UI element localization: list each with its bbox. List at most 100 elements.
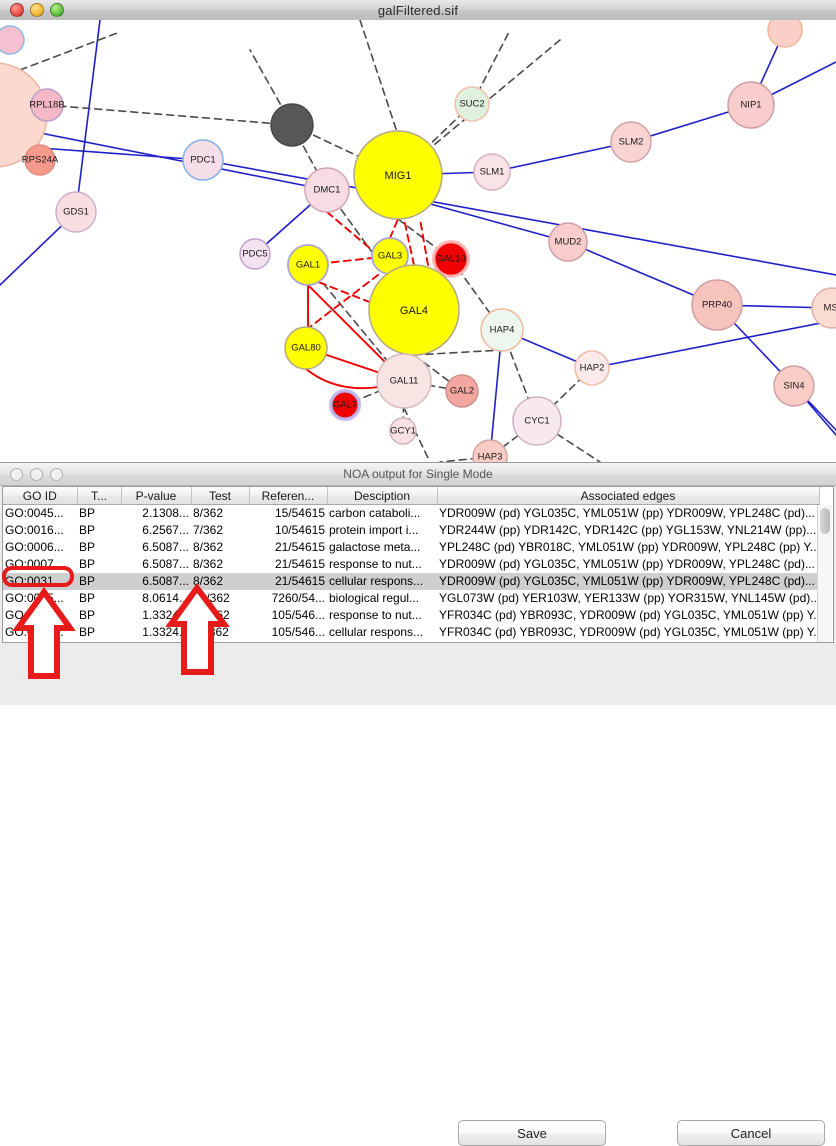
node-GAL80[interactable] — [284, 326, 328, 370]
node-SIN4[interactable] — [773, 365, 815, 407]
table-row[interactable]: GO:0065... BP 8.0614... 94/362 7260/54... bio… — [3, 590, 819, 607]
cell-test: 7/362 — [193, 523, 224, 537]
cell-type: BP — [79, 625, 96, 639]
table-body: GO:0045... BP 2.1308... 8/362 15/54615 carbon… — [3, 505, 819, 643]
node-GAL4[interactable] — [368, 264, 460, 356]
node-MSI[interactable] — [811, 287, 836, 329]
node-SLM2[interactable] — [610, 121, 652, 163]
noa-titlebar: NOA output for Single Mode — [0, 463, 836, 486]
table-row[interactable]: GO:0031... BP 1.3324... 12/362 105/546... res… — [3, 607, 819, 624]
cell-go-id: GO:0031... — [5, 625, 64, 639]
node-SLM1[interactable] — [473, 153, 511, 191]
cell-go-id: GO:0016... — [5, 523, 64, 537]
node-GAL10[interactable] — [434, 242, 468, 276]
node-unlabeled-topright[interactable] — [767, 20, 803, 48]
node-GAL2[interactable] — [445, 374, 479, 408]
cell-go-id: GO:0031... — [5, 608, 64, 622]
cell-go-id: GO:0006... — [5, 540, 64, 554]
node-label-GAL1: GAL1 — [296, 260, 320, 271]
column-header-description[interactable]: Desciption — [327, 487, 438, 505]
column-header-associated-edges[interactable]: Associated edges — [437, 487, 820, 505]
node-DMC1[interactable] — [304, 167, 350, 213]
minimize-window-button[interactable] — [30, 3, 44, 17]
cell-description: response to nut... — [329, 557, 422, 571]
cell-test: 80/362 — [191, 641, 249, 642]
table-row-selected[interactable]: GO:0031... BP 6.5087... 8/362 21/54615 cellul… — [3, 573, 819, 590]
cell-reference: 7260/54... — [271, 591, 325, 605]
results-table-container[interactable]: GO ID T... P-value Test Referen... Desci… — [2, 486, 834, 643]
cell-edges: YDR009W (pd) YGL035C, YML051W (pp) YDR00… — [439, 506, 815, 520]
column-header-test[interactable]: Test — [191, 487, 250, 505]
column-header-reference[interactable]: Referen... — [249, 487, 328, 505]
node-label-GAL11: GAL11 — [390, 376, 419, 387]
node-HAP4[interactable] — [480, 308, 524, 352]
node-unlabeled-topleft[interactable] — [0, 25, 25, 55]
node-MIG1[interactable] — [353, 130, 443, 220]
cell-description: cellular respons... — [327, 573, 437, 590]
node-label-SUC2: SUC2 — [459, 99, 484, 110]
close-window-button[interactable] — [10, 3, 24, 17]
zoom-window-button[interactable] — [50, 3, 64, 17]
node-HAP3[interactable] — [472, 439, 508, 462]
noa-output-window: NOA output for Single Mode GO ID T... P-… — [0, 462, 836, 1146]
node-GAL11[interactable] — [376, 353, 432, 409]
cell-type: BP — [79, 523, 96, 537]
column-header-type[interactable]: T... — [77, 487, 122, 505]
node-MUD2[interactable] — [548, 222, 588, 262]
table-row[interactable]: GO:0007... BP 6.5087... 8/362 21/54615 respon… — [3, 556, 819, 573]
column-header-go-id[interactable]: GO ID — [3, 487, 78, 505]
node-SUC2[interactable] — [454, 86, 490, 122]
node-GDS1[interactable] — [55, 191, 97, 233]
cell-description: carbon cataboli... — [329, 506, 421, 520]
cell-reference: 15/54615 — [274, 506, 325, 520]
cell-edges: YDR009W (pd) YGL035C, YML051W (pp) YDR00… — [439, 557, 815, 571]
table-header-row: GO ID T... P-value Test Referen... Desci… — [3, 487, 820, 505]
table-row[interactable]: GO:0045... BP 2.1308... 8/362 15/54615 carbon… — [3, 505, 819, 523]
node-label-GCY1: GCY1 — [390, 426, 416, 437]
cell-go-id: GO:0065... — [5, 591, 64, 605]
node-label-GAL4: GAL4 — [400, 305, 428, 317]
node-GAL1[interactable] — [287, 244, 329, 286]
noa-minimize-button[interactable] — [30, 467, 43, 481]
node-PDC1[interactable] — [182, 139, 224, 181]
cancel-button[interactable]: Cancel — [677, 1120, 825, 1146]
cell-type: BP — [77, 641, 121, 642]
cell-description: regulation of bi... — [327, 641, 437, 642]
node-GCY1[interactable] — [389, 417, 417, 445]
cell-edges: YDR244W (pp) YDR142C, YDR142C (pp) YGL15… — [439, 523, 817, 537]
cell-pvalue: 1.428E... — [121, 641, 191, 642]
node-label-HAP4: HAP4 — [490, 325, 515, 336]
cell-pvalue: 1.3324... — [142, 625, 189, 639]
node-CYC1[interactable] — [512, 396, 562, 446]
scrollbar-thumb[interactable] — [820, 508, 830, 534]
cell-reference: 21/54615 — [274, 540, 325, 554]
table-row[interactable]: GO:0050...BP1.428E...80/3625778/54...reg… — [3, 641, 819, 642]
column-header-pvalue[interactable]: P-value — [121, 487, 192, 505]
noa-zoom-button[interactable] — [50, 467, 63, 481]
node-NIP1[interactable] — [727, 81, 775, 129]
window-traffic-lights — [10, 3, 64, 17]
cell-test: 94/362 — [193, 591, 230, 605]
node-label-SLM2: SLM2 — [619, 137, 644, 148]
node-label-GAL10: GAL10 — [436, 254, 466, 265]
table-row[interactable]: GO:0031... BP 1.3324... 11/362 105/546... cel… — [3, 624, 819, 641]
network-nodes: RPL18B RPS24A GDS1 PDC1 PDC5 DMC1 MIG1 S… — [0, 20, 836, 462]
node-label-RPS24A: RPS24A — [22, 155, 59, 166]
node-GAL7[interactable] — [331, 391, 359, 419]
noa-close-button[interactable] — [10, 467, 23, 481]
table-row[interactable]: GO:0016... BP 6.2567... 7/362 10/54615 protei… — [3, 522, 819, 539]
node-HAP2[interactable] — [574, 350, 610, 386]
node-PDC5[interactable] — [239, 238, 271, 270]
node-RPL18B[interactable] — [30, 88, 64, 122]
network-canvas[interactable]: RPL18B RPS24A GDS1 PDC1 PDC5 DMC1 MIG1 S… — [0, 20, 836, 462]
cell-go-id: GO:0007... — [5, 557, 64, 571]
cell-reference: 105/546... — [271, 625, 325, 639]
save-button[interactable]: Save — [458, 1120, 606, 1146]
cell-edges: YGL073W (pd) YER103W, YER133W (pp) YOR31… — [439, 591, 819, 605]
node-unlabeled-dark[interactable] — [270, 103, 314, 147]
table-row[interactable]: GO:0006... BP 6.5087... 8/362 21/54615 galact… — [3, 539, 819, 556]
node-PRP40[interactable] — [691, 279, 743, 331]
table-vertical-scrollbar[interactable] — [817, 505, 832, 642]
cell-test: 11/362 — [193, 625, 229, 639]
node-RPS24A[interactable] — [24, 144, 56, 176]
